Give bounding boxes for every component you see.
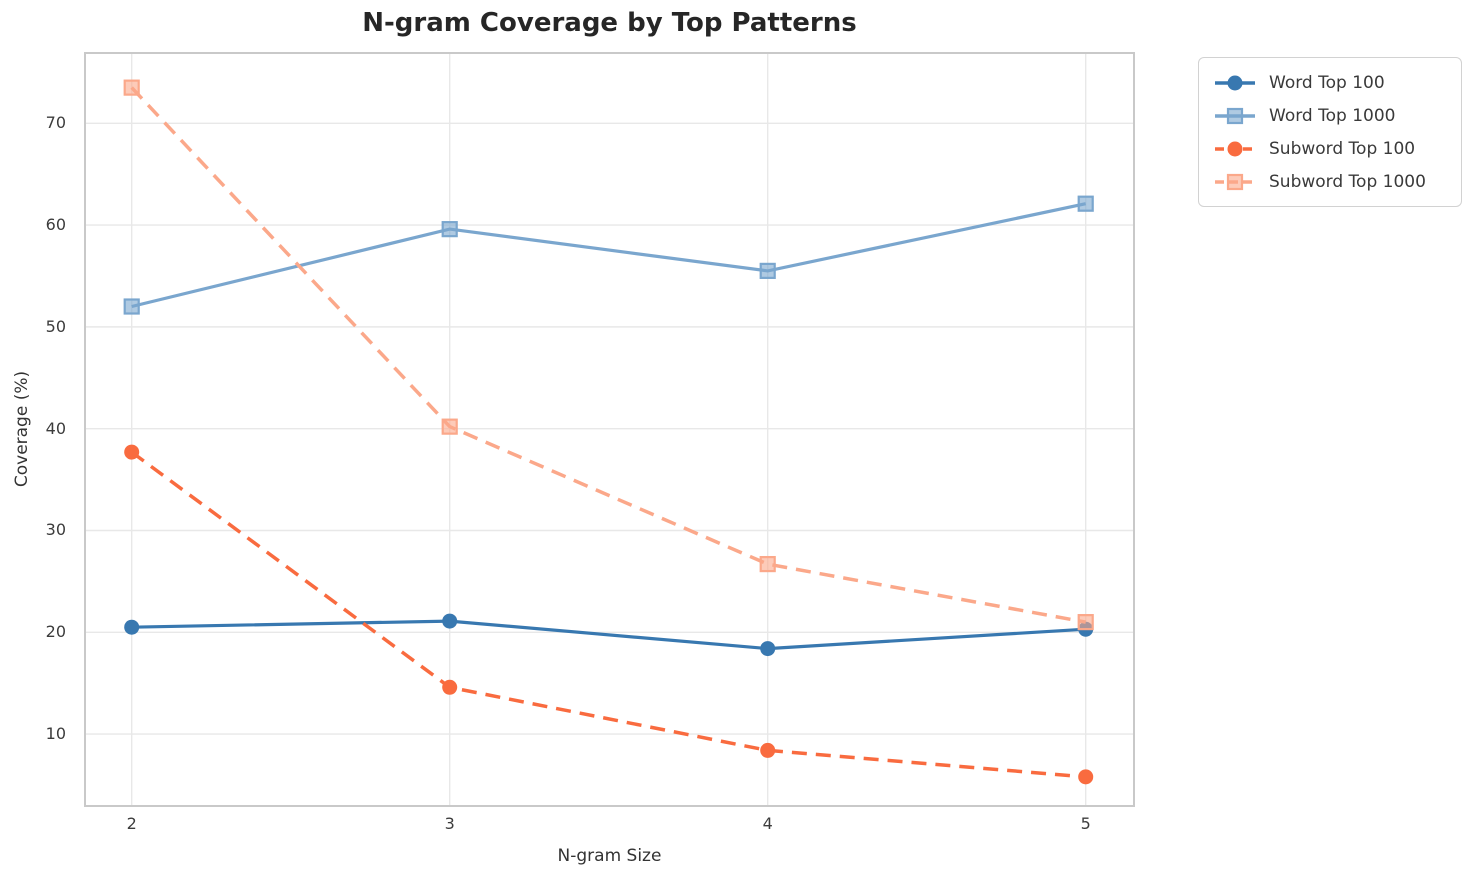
legend: Word Top 100 Word Top 1000 Subword Top 100… [1198, 57, 1462, 207]
series-line-subword-top-1000 [130, 86, 1087, 624]
legend-label: Subword Top 100 [1269, 138, 1416, 159]
data-point [442, 613, 458, 629]
legend-swatch-square-icon [1215, 107, 1255, 124]
data-point [1077, 614, 1094, 631]
legend-item-word-top-1000: Word Top 1000 [1213, 101, 1447, 130]
legend-label: Word Top 1000 [1269, 105, 1396, 126]
series-line-subword-top-100 [130, 450, 1086, 779]
data-point [1078, 769, 1094, 785]
series-line-word-top-1000 [131, 202, 1087, 309]
chart-title: N-gram Coverage by Top Patterns [362, 8, 857, 38]
y-tick-label: 40 [45, 418, 66, 438]
y-tick-label: 50 [45, 316, 66, 336]
data-point [124, 444, 140, 460]
legend-item-word-top-100: Word Top 100 [1213, 68, 1447, 97]
x-axis-label: N-gram Size [557, 846, 662, 866]
legend-swatch-square-icon [1215, 173, 1255, 190]
data-point [441, 221, 458, 238]
y-tick-label: 70 [45, 113, 66, 133]
x-tick-label: 3 [444, 814, 455, 833]
y-tick-label: 30 [45, 520, 66, 540]
data-point [123, 79, 140, 96]
data-point [442, 679, 458, 695]
plot-border [84, 52, 1135, 807]
y-tick-label: 20 [45, 622, 66, 642]
x-tick-label: 5 [1080, 814, 1091, 833]
data-point [1077, 195, 1094, 212]
x-tick-label: 2 [126, 814, 137, 833]
legend-label: Subword Top 1000 [1269, 171, 1426, 192]
legend-swatch-circle-icon [1215, 75, 1255, 90]
legend-item-subword-top-1000: Subword Top 1000 [1213, 167, 1447, 196]
data-point [760, 742, 776, 758]
legend-label: Word Top 100 [1269, 72, 1385, 93]
data-point [441, 418, 458, 435]
x-tick-label: 4 [762, 814, 773, 833]
data-point [759, 555, 776, 573]
data-point [760, 641, 776, 657]
plot-area [84, 52, 1135, 807]
data-point [759, 262, 776, 279]
y-tick-label: 60 [45, 215, 66, 235]
legend-swatch-circle-icon [1215, 141, 1255, 156]
data-point [124, 619, 140, 635]
series-line-word-top-100 [131, 619, 1086, 651]
data-point [123, 298, 140, 315]
legend-item-subword-top-100: Subword Top 100 [1213, 134, 1447, 163]
y-tick-label: 10 [45, 724, 66, 744]
